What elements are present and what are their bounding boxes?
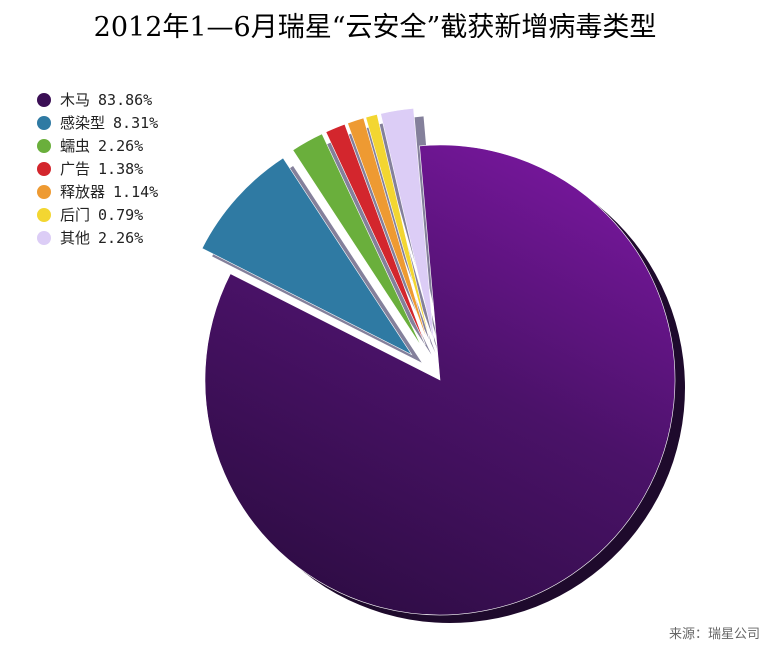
legend-value: 1.38%: [98, 160, 143, 178]
slice: [325, 123, 426, 346]
legend-value: 8.31%: [113, 114, 158, 132]
legend-swatch: [37, 231, 51, 245]
legend-swatch: [37, 185, 51, 199]
legend-swatch: [37, 93, 51, 107]
slice: [347, 117, 429, 344]
slice: [204, 144, 676, 616]
legend-label: 感染型 8.31%: [60, 114, 158, 132]
legend-value: 2.26%: [98, 229, 143, 247]
legend-value: 0.79%: [98, 206, 143, 224]
legend-name: 感染型: [60, 114, 105, 132]
legend-name: 释放器: [60, 183, 105, 201]
chart-title: 2012年1—6月瑞星“云安全”截获新增病毒类型: [94, 12, 657, 43]
legend-label: 广告 1.38%: [60, 160, 143, 178]
legend-value: 83.86%: [98, 91, 152, 109]
legend-label: 蠕虫 2.26%: [60, 137, 143, 155]
legend-label: 释放器 1.14%: [60, 183, 158, 201]
pie: [201, 108, 686, 623]
legend-swatch: [37, 139, 51, 153]
legend: 木马 83.86% 感染型 8.31% 蠕虫 2.26% 广告 1.38% 释放器 1.14% 后门…: [37, 91, 158, 247]
slice: [365, 114, 431, 344]
legend-swatch: [37, 208, 51, 222]
legend-label: 其他 2.26%: [60, 229, 143, 247]
source: 来源：瑞星公司: [669, 627, 760, 642]
legend-name: 后门: [60, 206, 90, 224]
slice: [292, 133, 422, 347]
legend-swatch: [37, 162, 51, 176]
slice: [380, 108, 435, 343]
legend-name: 木马: [60, 91, 90, 109]
legend-swatch: [37, 116, 51, 130]
slice: [201, 157, 413, 356]
legend-label: 木马 83.86%: [60, 91, 152, 109]
legend-name: 广告: [60, 160, 90, 178]
legend-value: 1.14%: [113, 183, 158, 201]
legend-label: 后门 0.79%: [60, 206, 143, 224]
legend-value: 2.26%: [98, 137, 143, 155]
legend-name: 其他: [60, 229, 90, 247]
legend-name: 蠕虫: [60, 137, 90, 155]
